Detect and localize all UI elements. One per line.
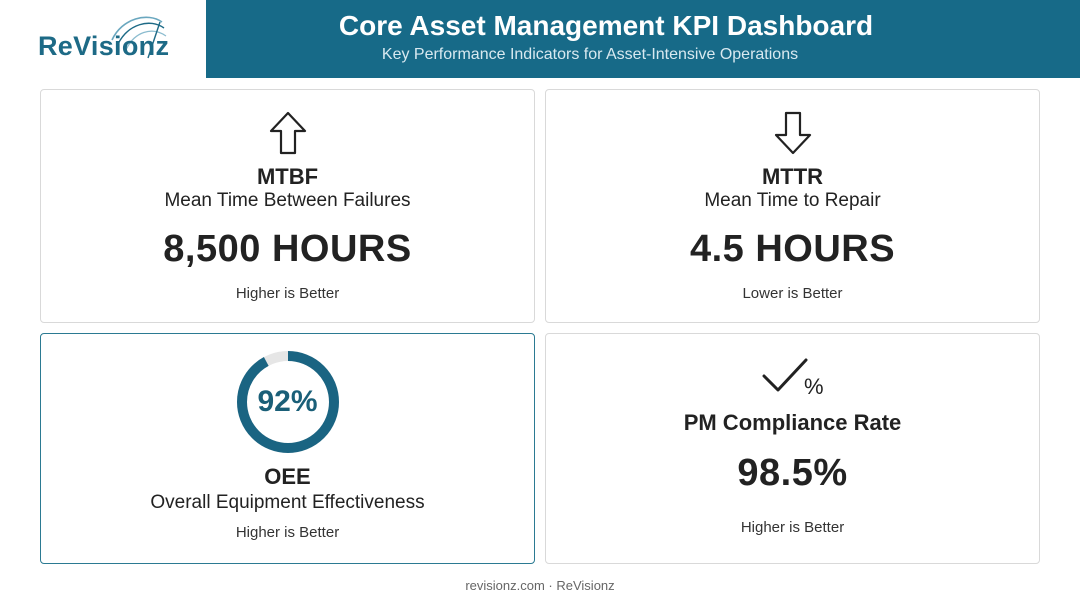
arrow-down-icon <box>774 111 811 155</box>
page-title: Core Asset Management KPI Dashboard <box>338 10 874 41</box>
checkmark-percent-icon: % <box>762 358 824 398</box>
gauge-label: 92% <box>257 385 318 418</box>
kpi-note: Higher is Better <box>235 524 340 541</box>
logo-swoosh-icon <box>111 16 167 59</box>
title-banner: Core Asset Management KPI Dashboard Key … <box>206 0 1080 78</box>
svg-text:%: % <box>804 374 824 398</box>
kpi-note: Higher is Better <box>740 519 845 536</box>
oee-gauge: 92% <box>234 348 342 456</box>
kpi-title: PM Compliance Rate <box>683 410 902 435</box>
kpi-card-mtbf: MTBF Mean Time Between Failures 8,500 HO… <box>40 89 535 323</box>
kpi-subtitle: Mean Time Between Failures <box>164 190 411 211</box>
kpi-card-mttr: MTTR Mean Time to Repair 4.5 HOURS Lower… <box>545 89 1040 323</box>
logo: ReVisionz <box>0 0 206 78</box>
page-subtitle: Key Performance Indicators for Asset-Int… <box>381 46 799 63</box>
kpi-title: MTBF <box>256 164 319 189</box>
arrow-up-icon <box>269 111 306 155</box>
header: ReVisionz Core Asset Management KPI Dash… <box>0 0 1080 78</box>
kpi-subtitle: Overall Equipment Effectiveness <box>150 492 425 513</box>
footer-text: revisionz.com · ReVisionz <box>465 578 615 593</box>
kpi-card-pm-compliance: % PM Compliance Rate 98.5% Higher is Bet… <box>545 333 1040 564</box>
kpi-value: 8,500 HOURS <box>163 228 412 270</box>
kpi-value: 98.5% <box>737 452 848 494</box>
kpi-title: MTTR <box>761 164 824 189</box>
kpi-note: Lower is Better <box>742 285 843 302</box>
gauge-fill <box>236 351 339 453</box>
progress-ring-icon <box>236 351 339 453</box>
logo-text: ReVisionz <box>38 31 170 61</box>
kpi-value: 4.5 HOURS <box>689 228 896 270</box>
kpi-card-oee: 92% OEE Overall Equipment Effectiveness … <box>40 333 535 564</box>
kpi-title: OEE <box>264 464 311 489</box>
kpi-note: Higher is Better <box>235 285 340 302</box>
kpi-subtitle: Mean Time to Repair <box>704 190 881 211</box>
